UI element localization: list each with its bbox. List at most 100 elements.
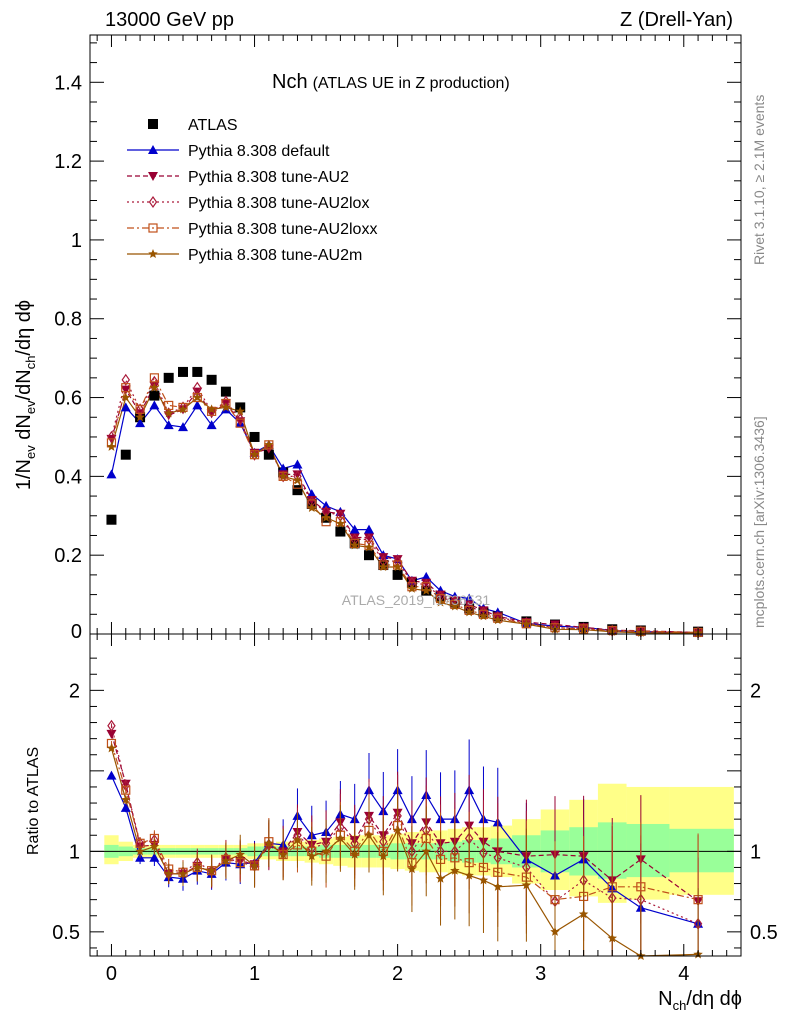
data-point-pythia-8-308-tune-au2 (292, 470, 303, 480)
legend-label-atlas: ATLAS (188, 117, 238, 134)
data-point-atlas (249, 431, 260, 442)
ratio-point-pythia-8-308-default (120, 802, 131, 812)
legend-label-pythia-8-308-tune-au2m: Pythia 8.308 tune-AU2m (188, 247, 362, 264)
ratio-point-pythia-8-308-tune-au2m (578, 909, 589, 919)
data-point-atlas (292, 485, 303, 496)
ratio-y-tick-label-right: 1 (750, 841, 761, 863)
data-point-atlas (192, 366, 203, 377)
ratio-point-pythia-8-308-tune-au2m (264, 838, 274, 848)
ratio-point-pythia-8-308-tune-au2m (292, 835, 303, 845)
data-point-pythia-8-308-tune-au2m (335, 518, 346, 528)
data-point-pythia-8-308-tune-au2 (364, 533, 374, 543)
data-point-atlas (206, 374, 217, 385)
ratio-point-pythia-8-308-tune-au2m (607, 933, 617, 943)
data-point-pythia-8-308-tune-au2loxx (235, 418, 245, 428)
y-axis-label-ratio: Ratio to ATLAS (25, 747, 42, 855)
data-point-pythia-8-308-tune-au2 (349, 533, 360, 543)
data-point-atlas (106, 514, 117, 525)
legend-marker-pythia-8-308-tune-au2 (148, 172, 158, 181)
data-point-pythia-8-308-tune-au2m (349, 540, 360, 550)
data-point-atlas (263, 449, 274, 460)
x-axis-label: Nch/dη dϕ (658, 988, 742, 1013)
ratio-y-tick-label-right: 0.5 (750, 922, 778, 944)
data-point-atlas (163, 372, 174, 383)
y-tick-label: 0 (71, 621, 82, 643)
data-point-pythia-8-308-default (192, 400, 203, 410)
ratio-point-pythia-8-308-default (106, 770, 117, 780)
data-point-pythia-8-308-tune-au2loxx (121, 383, 131, 393)
legend-marker-pythia-8-308-tune-au2m (148, 249, 158, 259)
data-point-pythia-8-308-tune-au2m (135, 412, 145, 422)
legend-label-pythia-8-308-default: Pythia 8.308 default (188, 143, 330, 160)
ratio-point-pythia-8-308-tune-au2m (307, 851, 317, 861)
data-point-pythia-8-308-default (149, 400, 160, 410)
ratio-band-inner (669, 828, 734, 873)
legend: ATLAS Pythia 8.308 default Pythia 8.308 tu… (127, 117, 377, 264)
ratio-point-pythia-8-308-tune-au2m (178, 868, 188, 878)
data-point-pythia-8-308-tune-au2m (407, 583, 417, 593)
ratio-point-pythia-8-308-tune-au2m (121, 794, 131, 804)
data-point-atlas (335, 526, 346, 537)
data-point-pythia-8-308-tune-au2m (178, 404, 188, 414)
data-point-pythia-8-308-tune-au2m (521, 619, 532, 629)
series-line-pythia-8-308-tune-au2 (110, 384, 699, 633)
data-point-pythia-8-308-tune-au2m (292, 475, 303, 485)
ratio-point-pythia-8-308-tune-au2m (521, 880, 532, 890)
data-point-pythia-8-308-default (278, 463, 289, 473)
data-point-pythia-8-308-tune-au2m (121, 392, 131, 402)
data-point-pythia-8-308-tune-au2m (235, 406, 245, 416)
ratio-y-tick-label: 2 (69, 680, 80, 702)
data-point-pythia-8-308-tune-au2m (106, 441, 117, 451)
data-point-pythia-8-308-tune-au2m (464, 607, 474, 617)
ratio-point-pythia-8-308-tune-au2m (378, 851, 389, 861)
y-tick-label: 0.8 (54, 309, 82, 331)
legend-marker-atlas (148, 119, 158, 129)
y-axis-label-top: 1/Nev dNev/dNch/dη dϕ (13, 300, 38, 490)
data-point-pythia-8-308-default (349, 524, 360, 534)
ratio-point-pythia-8-308-tune-au2m (163, 868, 174, 878)
ratio-point-pythia-8-308-tune-au2 (106, 729, 117, 739)
ratio-point-pythia-8-308-tune-au2lox (107, 719, 116, 732)
y-tick-label: 1 (71, 230, 82, 252)
legend-label-pythia-8-308-tune-au2lox: Pythia 8.308 tune-AU2lox (188, 195, 369, 212)
ratio-point-pythia-8-308-tune-au2m (135, 846, 145, 856)
ratio-point-pythia-8-308-tune-au2m (407, 864, 417, 874)
legend-label-pythia-8-308-tune-au2: Pythia 8.308 tune-AU2 (188, 169, 349, 186)
ratio-point-pythia-8-308-tune-au2m (149, 841, 160, 851)
data-point-atlas (149, 390, 160, 401)
ratio-point-pythia-8-308-tune-au2m (221, 856, 231, 866)
data-point-pythia-8-308-tune-au2m (478, 611, 489, 621)
analysis-id-watermark: ATLAS_2019_I1736531 (342, 592, 491, 608)
data-point-pythia-8-308-tune-au2m (278, 471, 288, 481)
data-point-pythia-8-308-default (163, 420, 174, 430)
mcplots-label: mcplots.cern.ch [arXiv:1306.3436] (751, 416, 767, 628)
data-point-pythia-8-308-default (120, 402, 131, 412)
data-point-atlas (120, 449, 131, 460)
data-point-pythia-8-308-tune-au2 (335, 509, 346, 519)
ratio-point-pythia-8-308-tune-au2m (392, 825, 403, 835)
legend-marker-pythia-8-308-tune-au2lox (148, 195, 158, 209)
y-tick-label: 0.4 (54, 466, 82, 488)
data-point-pythia-8-308-default (364, 524, 374, 534)
ratio-point-pythia-8-308-default (149, 852, 160, 862)
data-point-pythia-8-308-default (421, 571, 432, 581)
legend-label-pythia-8-308-tune-au2loxx: Pythia 8.308 tune-AU2loxx (188, 221, 377, 238)
series-line-pythia-8-308-tune-au2lox (110, 378, 699, 634)
ratio-line-pythia-8-308-tune-au2loxx (110, 743, 699, 901)
data-point-pythia-8-308-tune-au2m (163, 408, 174, 418)
ratio-point-pythia-8-308-tune-au2loxx (121, 785, 131, 795)
ratio-point-pythia-8-308-tune-au2m (106, 743, 117, 753)
plot-title-main: Nch (ATLAS UE in Z production) (272, 71, 510, 93)
x-tick-label: 1 (249, 963, 260, 985)
data-point-pythia-8-308-default (464, 593, 475, 603)
data-point-atlas (178, 366, 188, 377)
data-point-pythia-8-308-default (178, 422, 188, 432)
data-point-pythia-8-308-tune-au2m (378, 562, 389, 572)
ratio-point-pythia-8-308-tune-au2m (435, 873, 446, 883)
data-point-pythia-8-308-tune-au2 (120, 385, 131, 395)
ratio-line-pythia-8-308-tune-au2lox (110, 725, 699, 925)
data-point-atlas (220, 386, 231, 397)
data-point-pythia-8-308-tune-au2m (307, 502, 317, 512)
data-point-pythia-8-308-tune-au2m (493, 615, 503, 625)
data-point-pythia-8-308-default (306, 489, 317, 499)
